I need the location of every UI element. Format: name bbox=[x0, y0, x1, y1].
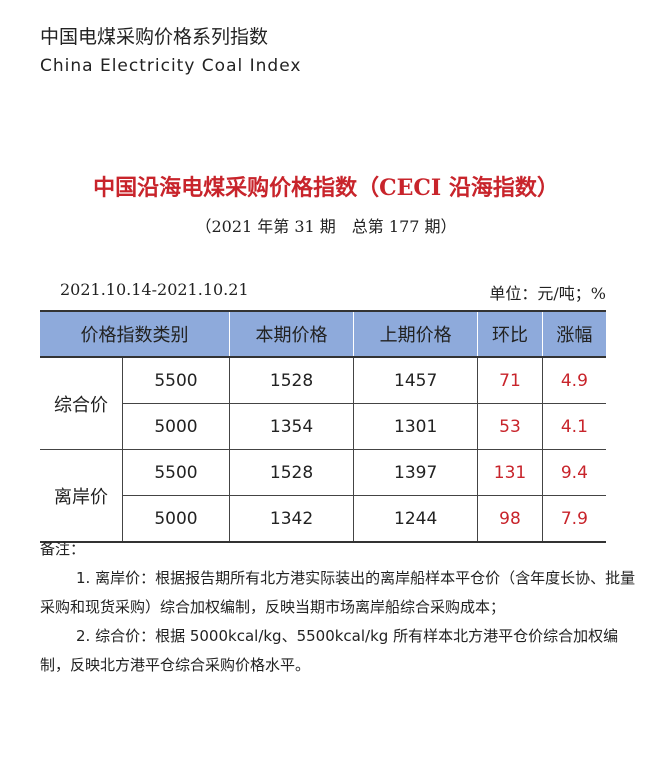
header-current: 本期价格 bbox=[228, 310, 355, 358]
change-cell: 53 bbox=[477, 403, 543, 450]
notes-label: 备注： bbox=[40, 540, 86, 558]
report-title: 中国沿海电煤采购价格指数（CECI 沿海指数） bbox=[93, 175, 559, 201]
brand-title-cn: 中国电煤采购价格系列指数 bbox=[40, 26, 269, 48]
notes: 备注： 1. 离岸价：根据报告期所有北方港实际装出的离岸船样本平仓价（含年度长协… bbox=[40, 535, 640, 680]
price-index-table: 价格指数类别 本期价格 上期价格 环比 涨幅 综合价 5500 1528 145… bbox=[40, 310, 606, 543]
header-pct: 涨幅 bbox=[541, 310, 606, 358]
change-cell: 131 bbox=[477, 449, 543, 496]
grade-cell: 5500 bbox=[122, 449, 230, 496]
header-category: 价格指数类别 bbox=[40, 310, 230, 358]
previous-cell: 1397 bbox=[353, 449, 479, 496]
current-cell: 1354 bbox=[229, 403, 355, 450]
note-item: 1. 离岸价：根据报告期所有北方港实际装出的离岸船样本平仓价（含年度长协、批量采… bbox=[40, 569, 636, 616]
current-cell: 1528 bbox=[229, 449, 355, 496]
previous-cell: 1301 bbox=[353, 403, 479, 450]
change-cell: 71 bbox=[477, 356, 543, 404]
group-label: 综合价 bbox=[40, 356, 123, 450]
previous-cell: 1457 bbox=[353, 356, 479, 404]
pct-cell: 9.4 bbox=[542, 449, 606, 496]
pct-cell: 7.9 bbox=[542, 495, 606, 543]
brand-title-en: China Electricity Coal Index bbox=[40, 56, 302, 76]
table-row: 离岸价 5500 1528 1397 131 9.4 bbox=[40, 449, 606, 543]
group-label: 离岸价 bbox=[40, 449, 123, 543]
table-row: 综合价 5500 1528 1457 71 4.9 bbox=[40, 356, 606, 450]
change-cell: 98 bbox=[477, 495, 543, 543]
note-item: 2. 综合价：根据 5000kcal/kg、5500kcal/kg 所有样本北方… bbox=[40, 627, 619, 674]
pct-cell: 4.1 bbox=[542, 403, 606, 450]
pct-cell: 4.9 bbox=[542, 356, 606, 404]
header-change: 环比 bbox=[477, 310, 543, 358]
grade-cell: 5000 bbox=[122, 495, 230, 543]
date-range: 2021.10.14-2021.10.21 bbox=[60, 280, 249, 299]
issue-number: （2021 年第 31 期 总第 177 期） bbox=[195, 217, 457, 236]
header-previous: 上期价格 bbox=[353, 310, 479, 358]
table-row: 5000 1342 1244 98 7.9 bbox=[40, 495, 606, 543]
table-header: 价格指数类别 本期价格 上期价格 环比 涨幅 bbox=[40, 310, 606, 358]
current-cell: 1342 bbox=[229, 495, 355, 543]
grade-cell: 5500 bbox=[122, 356, 230, 404]
current-cell: 1528 bbox=[229, 356, 355, 404]
previous-cell: 1244 bbox=[353, 495, 479, 543]
table-row: 5000 1354 1301 53 4.1 bbox=[40, 403, 606, 450]
unit-label: 单位：元/吨；% bbox=[489, 284, 606, 303]
grade-cell: 5000 bbox=[122, 403, 230, 450]
